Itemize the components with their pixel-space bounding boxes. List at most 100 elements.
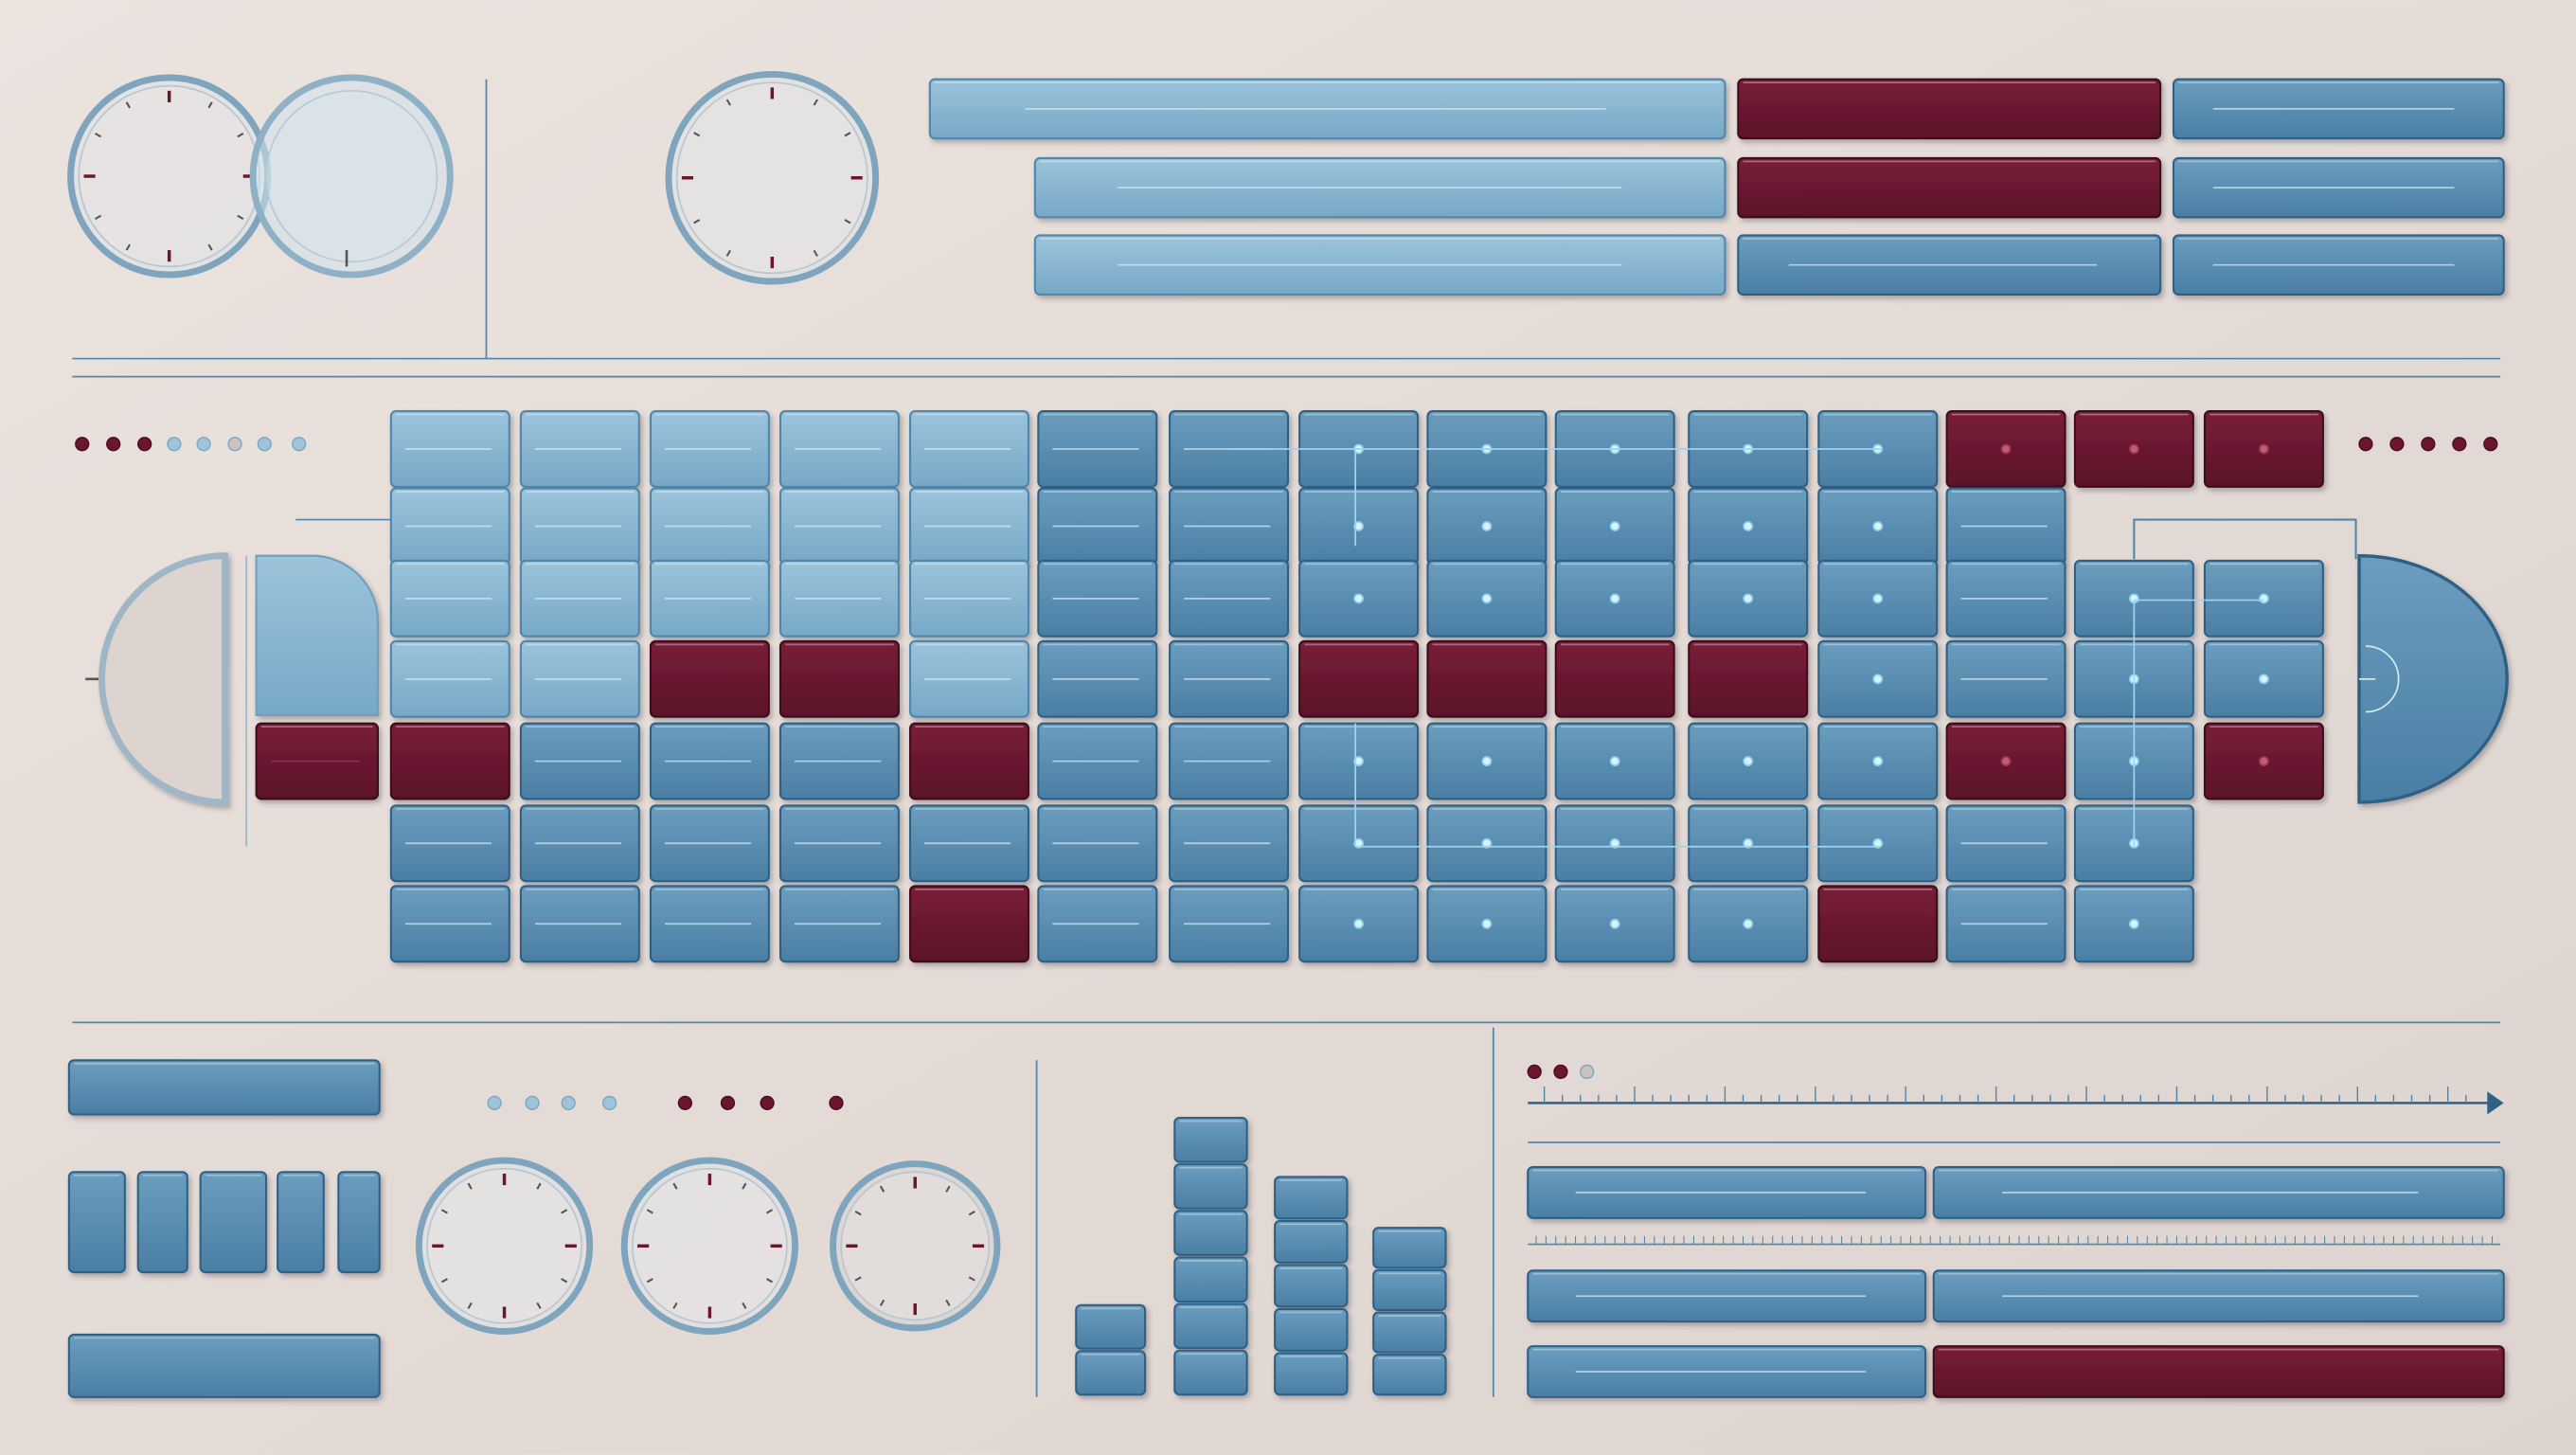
status-dot — [487, 1095, 502, 1111]
gauge-tick — [536, 1302, 542, 1309]
gauge-tick — [945, 1299, 951, 1306]
status-dot — [227, 437, 242, 452]
gauge-tick — [693, 132, 701, 137]
grid-key — [1426, 559, 1547, 638]
grid-key — [1554, 722, 1675, 800]
stack-block — [1173, 1163, 1248, 1210]
stack-block — [1274, 1264, 1349, 1308]
slider-bar — [928, 78, 1726, 140]
grid-key — [1817, 559, 1939, 638]
grid-key — [1426, 639, 1547, 718]
grid-key-led — [1743, 918, 1754, 929]
gauge-tick — [765, 1209, 774, 1214]
grid-key — [1298, 639, 1420, 718]
grid-key — [519, 487, 640, 566]
slider-bar-body — [1932, 1345, 2505, 1398]
status-dot — [2421, 437, 2436, 452]
grid-key — [649, 487, 770, 566]
grid-key — [2073, 885, 2194, 963]
key-body — [277, 1171, 325, 1274]
stack-block — [1173, 1302, 1248, 1350]
slider-bar — [67, 1333, 381, 1398]
grid-key — [1298, 487, 1420, 566]
grid-key — [1037, 885, 1158, 963]
status-dot — [677, 1095, 692, 1111]
gauge-tick — [813, 99, 818, 106]
grid-key — [908, 487, 1029, 566]
grid-key-body — [389, 722, 510, 800]
grid-key-body — [649, 639, 770, 718]
gauge — [620, 1157, 799, 1335]
gauge-tick — [693, 219, 701, 225]
grid-key — [1298, 885, 1420, 963]
gauge-tick — [854, 1276, 862, 1282]
grid-key — [908, 559, 1029, 638]
grid-key — [1945, 722, 2066, 800]
gauge-tick — [854, 1210, 862, 1216]
stack-block-body — [1372, 1354, 1447, 1396]
grid-key — [1817, 722, 1939, 800]
stack-block — [1075, 1350, 1147, 1396]
stack-block-body — [1173, 1210, 1248, 1256]
key — [337, 1171, 381, 1274]
grid-key-led — [1353, 593, 1364, 604]
stack-block — [1372, 1354, 1447, 1396]
stack-block — [1372, 1268, 1447, 1311]
stack-block-body — [1075, 1303, 1147, 1350]
grid-key-body — [908, 885, 1029, 963]
grid-key — [778, 804, 900, 883]
grid-key — [1945, 487, 2066, 566]
stack-block — [1274, 1176, 1349, 1220]
stack-block — [1173, 1256, 1248, 1303]
grid-key — [1169, 559, 1290, 638]
glass-dial — [249, 74, 454, 278]
grid-key-led — [1872, 521, 1884, 531]
slider-bar — [1737, 234, 2162, 296]
gauge-face — [631, 1167, 788, 1324]
grid-key — [2073, 410, 2194, 488]
gauge-tick — [968, 1276, 975, 1282]
grid-key — [649, 639, 770, 718]
gauge-tick — [207, 243, 213, 251]
grid-key-led — [1353, 756, 1364, 766]
stack-block — [1173, 1210, 1248, 1256]
grid-key — [1688, 559, 1809, 638]
gauge-tick — [125, 101, 131, 109]
grid-key — [519, 639, 640, 718]
key-body — [199, 1171, 268, 1274]
stack-block-body — [1274, 1352, 1349, 1396]
half-dial — [98, 552, 229, 806]
grid-key — [778, 639, 900, 718]
stack-block-body — [1173, 1349, 1248, 1396]
grid-key — [908, 722, 1029, 800]
trace — [2133, 518, 2357, 560]
slider-bar — [2172, 156, 2505, 219]
slider-bar — [1932, 1269, 2505, 1323]
status-dot — [829, 1095, 844, 1111]
gauge-tick — [125, 243, 131, 251]
grid-key — [519, 722, 640, 800]
slider-bar — [1527, 1345, 1927, 1398]
grid-key — [389, 410, 510, 488]
stack-block-body — [1173, 1163, 1248, 1210]
stack-block — [1274, 1352, 1349, 1396]
key-body — [136, 1171, 188, 1274]
grid-key-body — [1817, 885, 1939, 963]
status-dot — [106, 437, 121, 452]
grid-key — [1037, 487, 1158, 566]
grid-key — [519, 410, 640, 488]
grid-key-led — [1481, 837, 1493, 849]
gauge-tick — [725, 99, 731, 106]
slider-bar-body — [67, 1059, 381, 1116]
grid-key — [1688, 639, 1809, 718]
gauge-tick — [879, 1299, 886, 1306]
grid-key — [1037, 559, 1158, 638]
gauge-tick — [813, 249, 818, 257]
slider-bar — [1527, 1269, 1927, 1323]
grid-key-body — [778, 639, 900, 718]
gauge-tick — [237, 214, 244, 221]
grid-key-led — [1481, 593, 1493, 604]
grid-key — [1688, 722, 1809, 800]
grid-key — [1554, 885, 1675, 963]
